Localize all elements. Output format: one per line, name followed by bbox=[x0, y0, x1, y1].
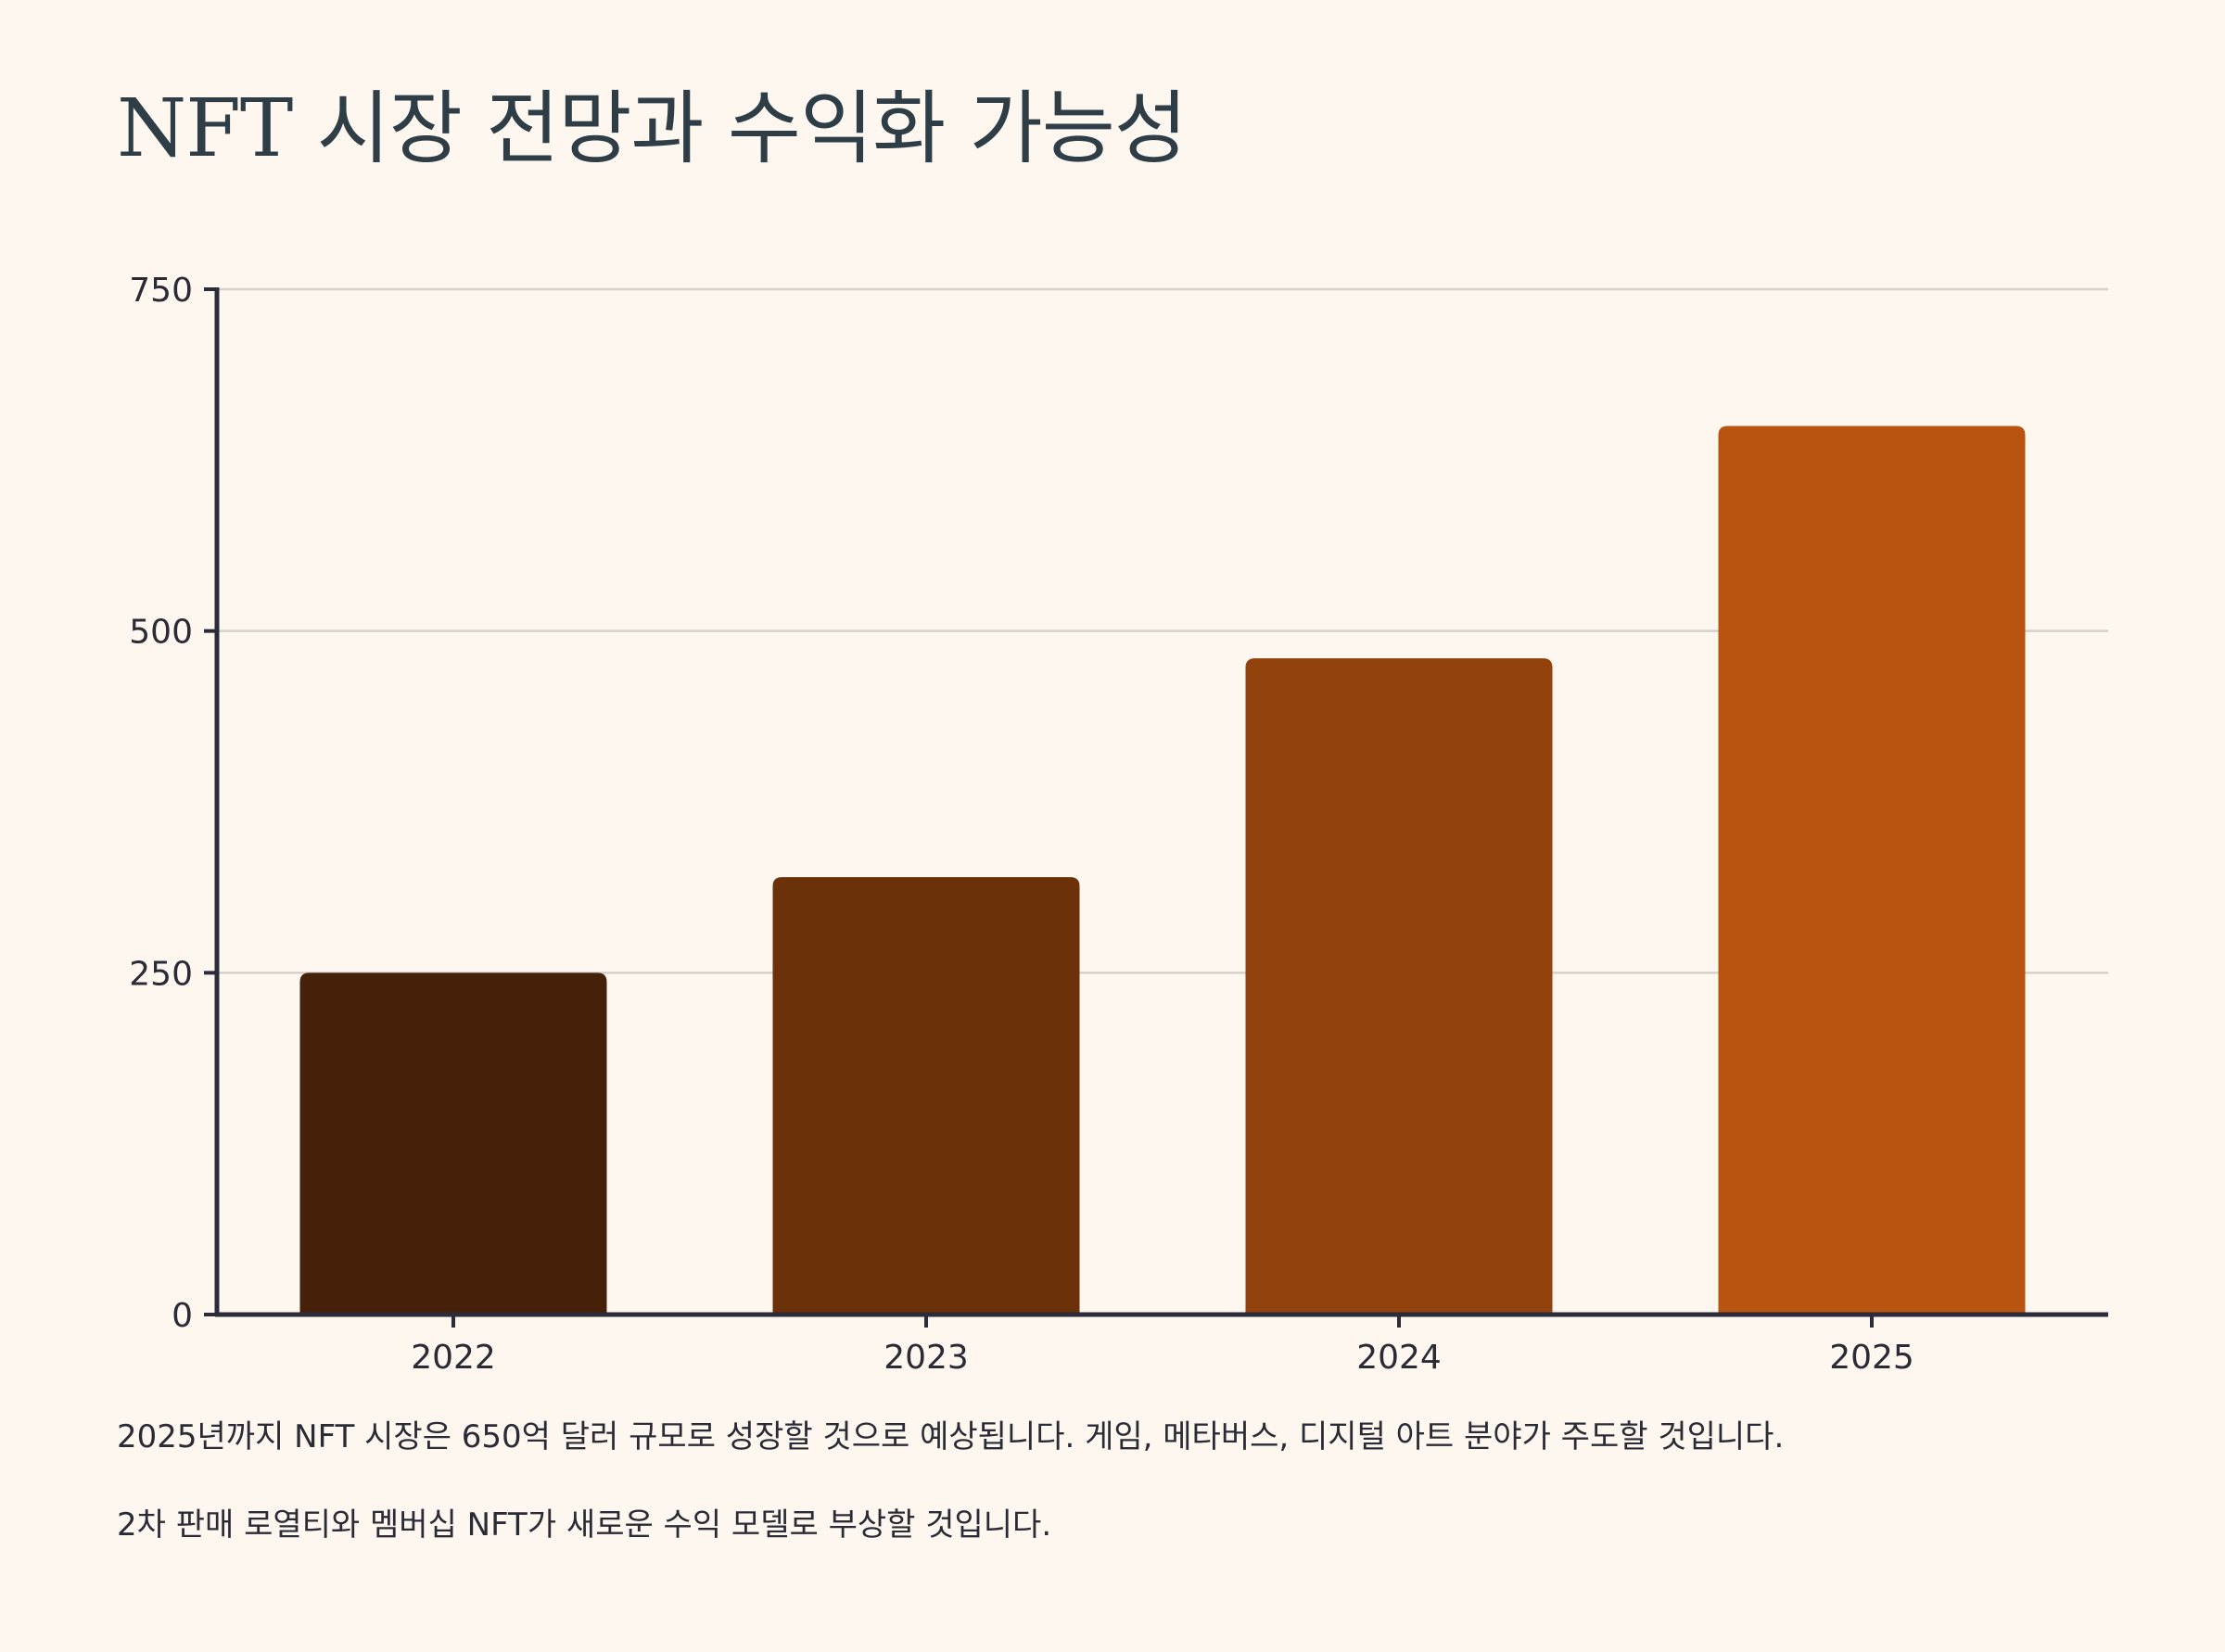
note-revenue-model: 2차 판매 로열티와 멤버십 NFT가 새로운 수익 모델로 부상할 것입니다. bbox=[117, 1506, 1052, 1544]
page-title: NFT 시장 전망과 수익화 가능성 bbox=[117, 83, 1188, 175]
bar-2022 bbox=[299, 972, 607, 1315]
x-tick-label-2025: 2025 bbox=[1829, 1339, 1914, 1377]
x-tick-label-2024: 2024 bbox=[1356, 1339, 1442, 1377]
y-tick-label-0: 0 bbox=[172, 1297, 193, 1335]
bar-2025 bbox=[1718, 426, 2026, 1315]
bar-2024 bbox=[1245, 658, 1553, 1315]
axes bbox=[204, 287, 2108, 1328]
y-tick-label-500: 500 bbox=[129, 614, 193, 652]
y-tick-label-250: 250 bbox=[129, 955, 193, 993]
y-tick-label-750: 750 bbox=[129, 272, 193, 310]
bars bbox=[299, 426, 2026, 1315]
axis-labels: 0 250 500 750 2022 2023 2024 2025 bbox=[129, 272, 1914, 1377]
notes: 2025년까지 NFT 시장은 650억 달러 규모로 성장할 것으로 예상됩니… bbox=[117, 1418, 2138, 1597]
x-tick-label-2023: 2023 bbox=[884, 1339, 969, 1377]
x-tick-label-2022: 2022 bbox=[411, 1339, 496, 1377]
bar-2023 bbox=[772, 877, 1080, 1315]
note-market-growth: 2025년까지 NFT 시장은 650억 달러 규모로 성장할 것으로 예상됩니… bbox=[117, 1418, 1785, 1455]
